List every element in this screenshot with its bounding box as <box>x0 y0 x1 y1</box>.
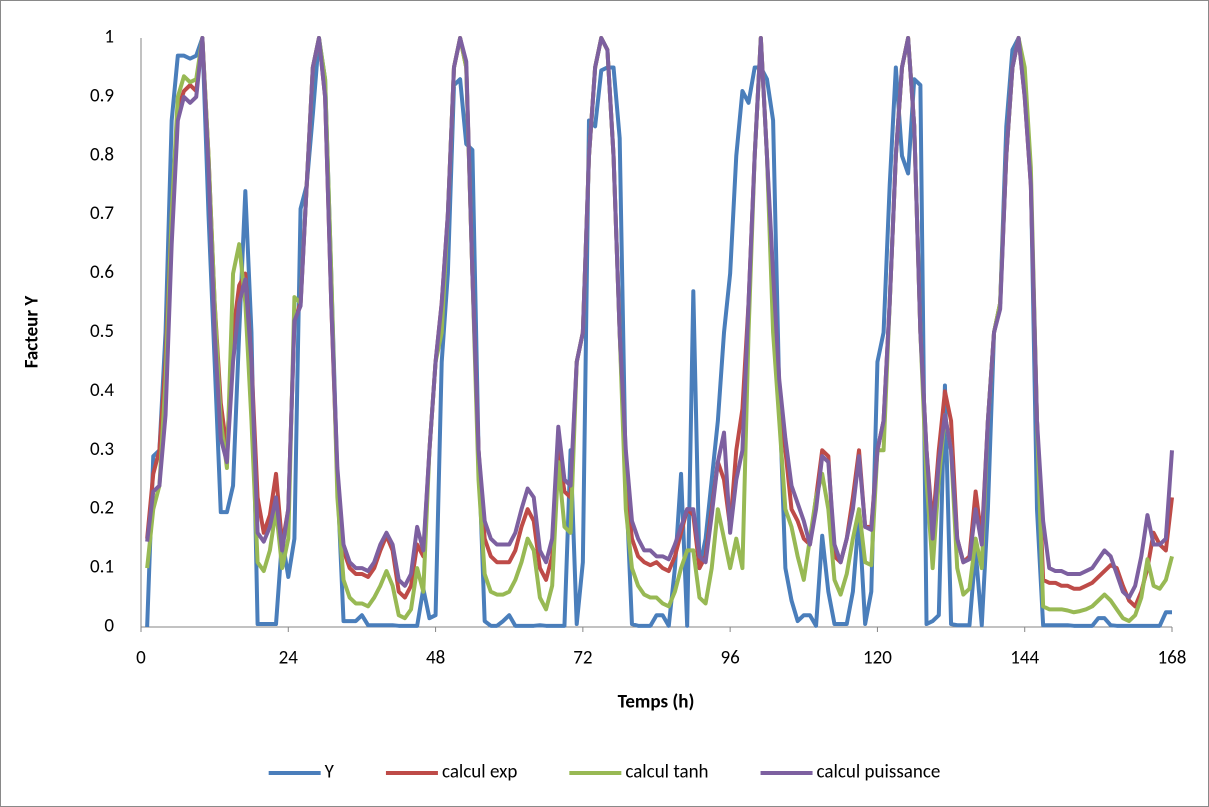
x-tick-label: 72 <box>573 647 592 670</box>
series-line <box>145 36 1174 600</box>
x-tick-label: 96 <box>721 647 740 670</box>
x-tick-label: 48 <box>426 647 445 670</box>
x-tick-label: 24 <box>279 647 299 670</box>
legend-label: calcul puissance <box>817 761 941 784</box>
y-tick-label: 0.7 <box>90 202 114 225</box>
legend-label: Y <box>325 761 335 784</box>
legend-label: calcul tanh <box>625 761 708 784</box>
y-tick-label: 0.4 <box>90 379 114 402</box>
y-tick-label: 0.1 <box>90 556 114 579</box>
y-tick-label: 0.6 <box>90 261 114 284</box>
x-tick-label: 0 <box>136 647 146 670</box>
y-tick-label: 0 <box>104 615 114 638</box>
y-tick-label: 1 <box>104 26 114 49</box>
y-tick-label: 0.8 <box>90 143 114 166</box>
y-tick-label: 0.3 <box>90 438 114 461</box>
y-tick-label: 0.9 <box>90 84 114 107</box>
x-tick-label: 120 <box>863 647 892 670</box>
legend-label: calcul exp <box>442 761 517 784</box>
y-tick-label: 0.2 <box>90 497 114 520</box>
x-axis-label: Temps (h) <box>618 691 695 714</box>
x-tick-label: 168 <box>1158 647 1187 670</box>
y-tick-label: 0.5 <box>90 320 114 343</box>
y-axis-label: Facteur Y <box>21 295 44 369</box>
x-tick-label: 144 <box>1010 647 1039 670</box>
